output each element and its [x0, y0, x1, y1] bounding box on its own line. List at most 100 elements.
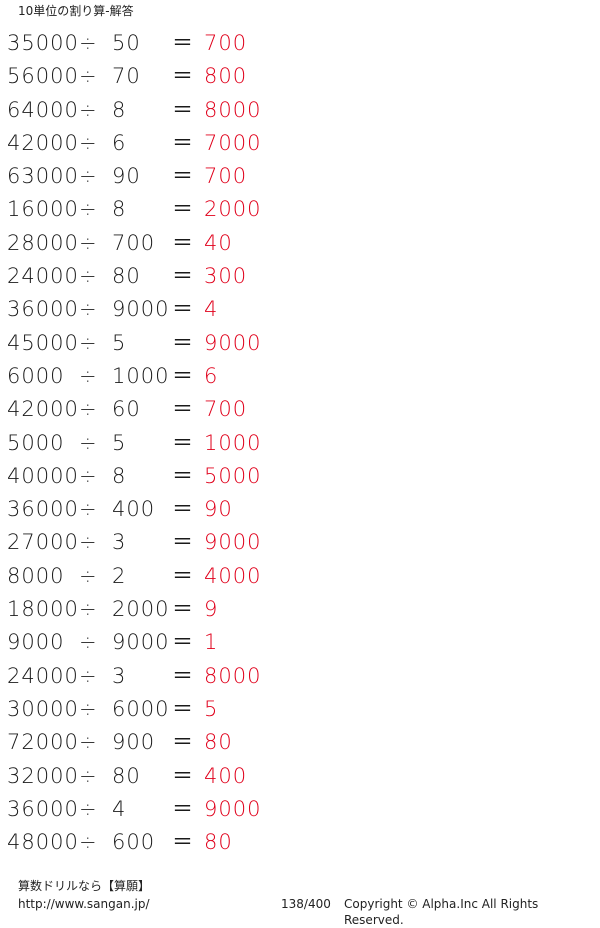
divide-sign: ÷ [79, 463, 98, 488]
equals-sign: ＝ [172, 430, 194, 455]
answer: 400 [204, 763, 248, 788]
divisor: 60 [112, 397, 141, 422]
dividend: 56000 [7, 64, 79, 89]
page-number: 138/400 [281, 897, 331, 911]
problem-row: 64000 ÷ 8 ＝ 8000 [0, 94, 600, 127]
divisor: 600 [112, 830, 156, 855]
divide-sign: ÷ [79, 197, 98, 222]
problem-row: 30000 ÷ 6000 ＝ 5 [0, 693, 600, 726]
footer-url[interactable]: http://www.sangan.jp/ [18, 897, 150, 911]
divide-sign: ÷ [79, 330, 98, 355]
dividend: 35000 [7, 31, 79, 55]
equals-sign: ＝ [172, 463, 194, 488]
dividend: 40000 [7, 463, 79, 488]
answer: 7000 [204, 130, 262, 155]
answer: 40 [204, 230, 233, 255]
divide-sign: ÷ [79, 97, 98, 122]
answer: 90 [204, 497, 233, 522]
equals-sign: ＝ [172, 597, 194, 622]
dividend: 9000 [7, 630, 65, 655]
divisor: 80 [112, 264, 141, 289]
dividend: 6000 [7, 363, 65, 388]
dividend: 8000 [7, 563, 65, 588]
dividend: 18000 [7, 597, 79, 622]
dividend: 42000 [7, 130, 79, 155]
equals-sign: ＝ [172, 663, 194, 688]
dividend: 48000 [7, 830, 79, 855]
problem-row: 63000 ÷ 90 ＝ 700 [0, 160, 600, 193]
problem-row: 36000 ÷ 400 ＝ 90 [0, 493, 600, 526]
divisor: 1000 [112, 363, 170, 388]
divisor: 3 [112, 530, 127, 555]
equals-sign: ＝ [172, 397, 194, 422]
divisor: 4 [112, 796, 127, 821]
problem-row: 18000 ÷ 2000 ＝ 9 [0, 593, 600, 626]
answer: 8000 [204, 97, 262, 122]
copyright-notice: Copyright © Alpha.Inc All Rights Reserve… [344, 897, 539, 927]
answer: 8000 [204, 663, 262, 688]
divide-sign: ÷ [79, 796, 98, 821]
problem-row: 28000 ÷ 700 ＝ 40 [0, 227, 600, 260]
equals-sign: ＝ [172, 696, 194, 721]
problem-row: 32000 ÷ 80 ＝ 400 [0, 760, 600, 793]
dividend: 63000 [7, 164, 79, 189]
divide-sign: ÷ [79, 497, 98, 522]
answer: 300 [204, 264, 248, 289]
problem-row: 48000 ÷ 600 ＝ 80 [0, 826, 600, 859]
divisor: 90 [112, 164, 141, 189]
equals-sign: ＝ [172, 64, 194, 89]
answer: 5 [204, 696, 219, 721]
divide-sign: ÷ [79, 363, 98, 388]
answer: 700 [204, 397, 248, 422]
divisor: 8 [112, 197, 127, 222]
answer: 700 [204, 164, 248, 189]
equals-sign: ＝ [172, 230, 194, 255]
answer: 800 [204, 64, 248, 89]
dividend: 24000 [7, 264, 79, 289]
answer: 9000 [204, 330, 262, 355]
problem-row: 36000 ÷ 4 ＝ 9000 [0, 793, 600, 826]
equals-sign: ＝ [172, 497, 194, 522]
answer: 9000 [204, 796, 262, 821]
divide-sign: ÷ [79, 164, 98, 189]
divide-sign: ÷ [79, 297, 98, 322]
answer: 9000 [204, 530, 262, 555]
divide-sign: ÷ [79, 64, 98, 89]
divisor: 5 [112, 430, 127, 455]
divisor: 700 [112, 230, 156, 255]
problem-row: 6000 ÷ 1000 ＝ 6 [0, 360, 600, 393]
equals-sign: ＝ [172, 796, 194, 821]
divide-sign: ÷ [79, 264, 98, 289]
dividend: 42000 [7, 397, 79, 422]
divisor: 50 [112, 31, 141, 55]
equals-sign: ＝ [172, 297, 194, 322]
problem-row: 40000 ÷ 8 ＝ 5000 [0, 460, 600, 493]
dividend: 36000 [7, 297, 79, 322]
answer: 6 [204, 363, 219, 388]
divisor: 400 [112, 497, 156, 522]
problem-row: 36000 ÷ 9000 ＝ 4 [0, 293, 600, 326]
dividend: 27000 [7, 530, 79, 555]
problem-row: 56000 ÷ 70 ＝ 800 [0, 60, 600, 93]
divide-sign: ÷ [79, 563, 98, 588]
problem-list: 35000 ÷ 50 ＝ 700 56000 ÷ 70 ＝ 800 64000 ÷ 8 ＝ 8000 4200… [0, 27, 600, 859]
divisor: 8 [112, 97, 127, 122]
problem-row: 42000 ÷ 6 ＝ 7000 [0, 127, 600, 160]
divide-sign: ÷ [79, 663, 98, 688]
divide-sign: ÷ [79, 830, 98, 855]
equals-sign: ＝ [172, 730, 194, 755]
divisor: 900 [112, 730, 156, 755]
dividend: 36000 [7, 796, 79, 821]
problem-row: 16000 ÷ 8 ＝ 2000 [0, 193, 600, 226]
divisor: 2000 [112, 597, 170, 622]
equals-sign: ＝ [172, 164, 194, 189]
divisor: 6 [112, 130, 127, 155]
answer: 2000 [204, 197, 262, 222]
equals-sign: ＝ [172, 830, 194, 855]
equals-sign: ＝ [172, 530, 194, 555]
equals-sign: ＝ [172, 264, 194, 289]
answer: 80 [204, 830, 233, 855]
divide-sign: ÷ [79, 130, 98, 155]
divide-sign: ÷ [79, 430, 98, 455]
equals-sign: ＝ [172, 363, 194, 388]
